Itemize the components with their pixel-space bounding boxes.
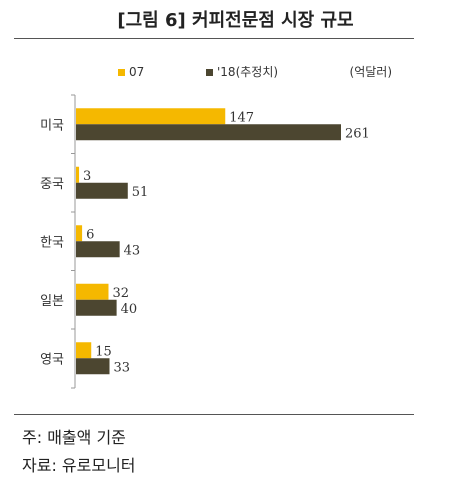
data-label: 40 — [121, 302, 138, 317]
data-label: 33 — [114, 360, 131, 375]
data-label: 261 — [345, 126, 370, 141]
unit-label: (억달러) — [350, 65, 392, 79]
legend-label-2: '18(추정치) — [217, 65, 278, 79]
data-label: 15 — [95, 344, 112, 359]
bar-series-18 — [76, 299, 117, 316]
category-label: 영국 — [40, 352, 64, 367]
bar-series-18 — [76, 182, 128, 199]
title-rule — [14, 38, 414, 39]
chart-title: [그림 6] 커피전문점 시장 규모 — [117, 10, 354, 31]
data-label: 147 — [229, 110, 254, 125]
category-label: 미국 — [40, 118, 64, 133]
bar-series-18 — [76, 358, 110, 375]
data-label: 32 — [112, 286, 129, 301]
legend-label-1: 07 — [129, 65, 144, 79]
category-label: 일본 — [40, 294, 64, 309]
bar-series-07 — [76, 283, 109, 300]
category-label: 한국 — [40, 235, 64, 250]
footnote: 주: 매출액 기준 — [22, 428, 126, 447]
legend-swatch-2 — [206, 69, 213, 76]
bar-series-07 — [76, 225, 83, 242]
data-label: 43 — [124, 243, 141, 258]
bar-series-18 — [76, 241, 120, 258]
source-note: 자료: 유로모니터 — [22, 456, 136, 475]
data-label: 51 — [132, 185, 149, 200]
bar-series-07 — [76, 108, 226, 125]
data-label: 3 — [83, 169, 91, 184]
bar-series-18 — [76, 124, 341, 141]
bar-series-07 — [76, 342, 92, 359]
bar-series-07 — [76, 166, 80, 183]
category-label: 중국 — [40, 177, 64, 192]
footer-rule — [14, 414, 414, 415]
legend-swatch-1 — [118, 69, 125, 76]
data-label: 6 — [86, 227, 94, 242]
